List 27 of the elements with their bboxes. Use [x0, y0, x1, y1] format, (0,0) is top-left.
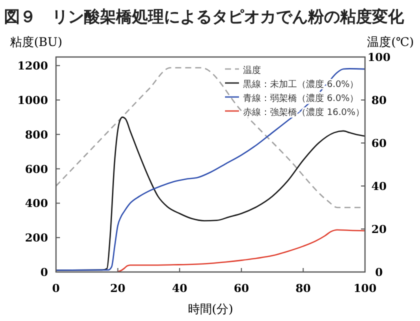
y2-tick-label: 60	[371, 137, 387, 150]
x-tick-label: 100	[354, 282, 377, 295]
y-tick-label: 200	[25, 232, 48, 245]
y-tick-label: 800	[25, 128, 48, 142]
y2-tick-label: 80	[371, 94, 387, 107]
x-tick-label: 0	[52, 282, 60, 295]
chart-title: 図９ リン酸架橋処理によるタピオカでん粉の粘度変化	[4, 7, 405, 26]
y2-axis-title: 温度(℃)	[367, 35, 414, 49]
y-axis-title: 粘度(BU)	[10, 35, 62, 49]
legend-label: 温度	[243, 65, 261, 76]
y-tick-label: 1000	[17, 94, 48, 107]
y2-tick-label: 40	[371, 180, 387, 193]
y-tick-label: 400	[25, 197, 48, 210]
x-axis-title: 時間(分)	[188, 302, 234, 316]
legend-label: 黒線：未加工（濃度 6.0%）	[243, 79, 359, 90]
line-series	[117, 229, 366, 272]
y2-tick-label: 20	[371, 223, 387, 236]
y-tick-label: 1200	[17, 60, 48, 73]
y-tick-label: 0	[40, 266, 48, 279]
x-tick-label: 20	[110, 282, 126, 295]
legend-label: 赤線：強架橋（濃度 16.0%）	[243, 107, 364, 118]
x-tick-label: 40	[172, 282, 188, 295]
y-tick-label: 600	[25, 162, 48, 176]
y2-tick-label: 0	[375, 266, 384, 279]
x-tick-label: 80	[296, 282, 312, 295]
y2-tick-label: 100	[368, 51, 391, 64]
x-tick-label: 60	[234, 282, 250, 295]
